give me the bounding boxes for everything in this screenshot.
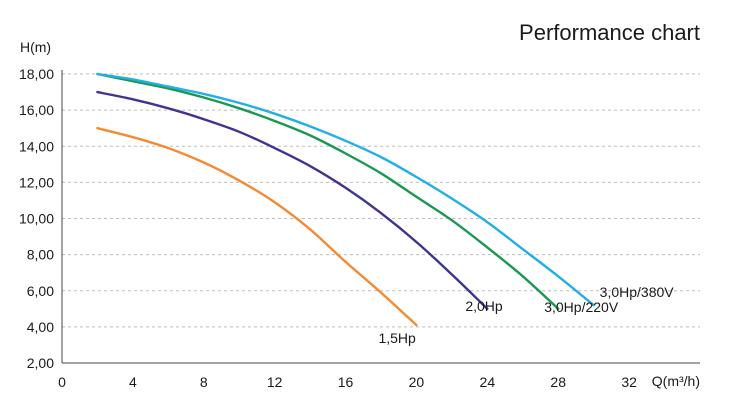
series-line-0	[96, 126, 418, 327]
curves-layer	[96, 72, 595, 327]
y-tick-label: 6,00	[27, 283, 54, 299]
y-tick-label: 14,00	[19, 138, 54, 154]
series-label-0: 1,5Hp	[378, 330, 416, 346]
y-tick-label: 8,00	[27, 247, 54, 263]
x-tick-label: 24	[480, 374, 496, 390]
series-label-3: 3,0Hp/380V	[600, 284, 675, 300]
grid-layer	[62, 73, 700, 328]
x-tick-label: 4	[129, 374, 137, 390]
y-tick-label: 18,00	[19, 66, 54, 82]
y-tick-label: 16,00	[19, 102, 54, 118]
x-tick-label: 12	[267, 374, 283, 390]
axis-layer	[61, 70, 700, 364]
y-tick-label: 10,00	[19, 211, 54, 227]
x-tick-label: 20	[409, 374, 425, 390]
x-axis-label: Q(m³/h)	[652, 373, 700, 389]
x-tick-label: 32	[621, 374, 637, 390]
x-tick-label: 28	[550, 374, 566, 390]
chart-title: Performance chart	[519, 20, 700, 45]
x-tick-label: 0	[58, 374, 66, 390]
series-line-2	[96, 72, 560, 310]
series-line-1	[96, 90, 489, 310]
series-label-2: 3,0Hp/220V	[544, 299, 619, 315]
y-tick-label: 12,00	[19, 174, 54, 190]
y-axis-label: H(m)	[20, 39, 51, 55]
y-tick-label: 4,00	[27, 319, 54, 335]
x-tick-label: 8	[200, 374, 208, 390]
tick-labels-layer: 2,00 4,00 6,00 8,00 10,00 12,00 14,00 16,00 18,0…	[19, 66, 637, 390]
series-label-1: 2,0Hp	[465, 298, 503, 314]
x-tick-label: 16	[338, 374, 354, 390]
series-line-3	[96, 72, 595, 307]
y-tick-label: 2,00	[27, 355, 54, 371]
